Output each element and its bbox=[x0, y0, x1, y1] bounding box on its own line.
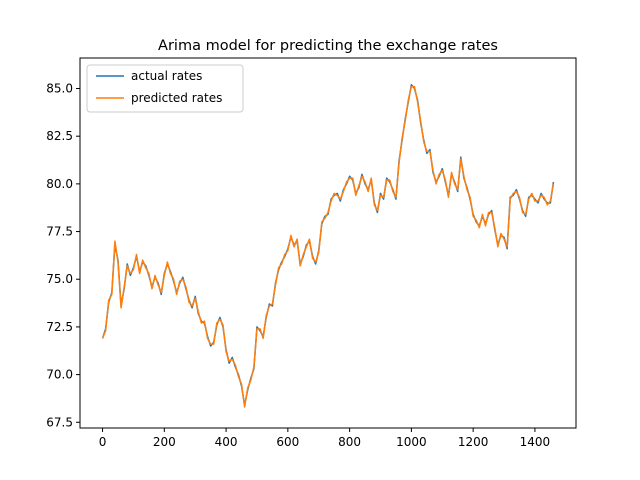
x-tick-label: 400 bbox=[215, 435, 238, 449]
series-layer bbox=[101, 83, 555, 408]
x-tick-label: 1000 bbox=[396, 435, 427, 449]
y-tick-label: 85.0 bbox=[46, 82, 73, 96]
legend-label-actual-rates: actual rates bbox=[131, 69, 202, 83]
x-tick-label: 0 bbox=[99, 435, 107, 449]
x-tick-label: 600 bbox=[276, 435, 299, 449]
plot-frame bbox=[79, 57, 577, 429]
y-tick-label: 70.0 bbox=[46, 368, 73, 382]
x-tick-label: 200 bbox=[153, 435, 176, 449]
series-line-predicted-rates bbox=[101, 85, 555, 408]
y-tick-label: 67.5 bbox=[46, 415, 73, 429]
x-tick-label: 1200 bbox=[458, 435, 489, 449]
y-tick-label: 82.5 bbox=[46, 129, 73, 143]
y-tick-label: 77.5 bbox=[46, 225, 73, 239]
legend-box bbox=[86, 64, 244, 113]
y-tick-label: 72.5 bbox=[46, 320, 73, 334]
legend: actual rates predicted rates bbox=[86, 64, 244, 113]
y-tick-label: 80.0 bbox=[46, 177, 73, 191]
y-tick-label: 75.0 bbox=[46, 272, 73, 286]
legend-label-predicted-rates: predicted rates bbox=[131, 91, 222, 105]
x-tick-label: 1400 bbox=[520, 435, 551, 449]
x-axis: 0 200 400 600 800 1000 1200 1400 bbox=[99, 428, 550, 449]
chart-title: Arima model for predicting the exchange … bbox=[158, 38, 498, 54]
y-axis: 67.5 70.0 72.5 75.0 77.5 80.0 82.5 85.0 bbox=[46, 82, 80, 429]
x-tick-label: 800 bbox=[338, 435, 361, 449]
